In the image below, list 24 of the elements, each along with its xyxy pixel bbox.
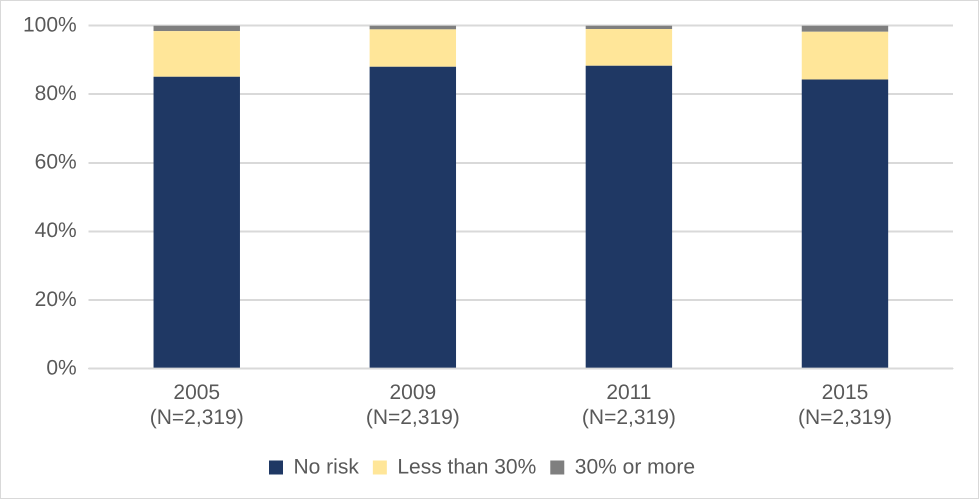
- bar: [586, 66, 672, 368]
- legend-label: No risk: [294, 455, 360, 478]
- y-tick-label: 80%: [34, 82, 77, 105]
- bar: [370, 26, 456, 30]
- bar: [370, 66, 456, 368]
- y-tick-label: 40%: [34, 219, 77, 242]
- bar: [154, 76, 240, 368]
- x-tick-label: 2005 (N=2,319): [150, 380, 244, 430]
- legend-label: 30% or more: [574, 455, 695, 478]
- x-tick-label: 2009 (N=2,319): [366, 380, 460, 430]
- bar: [586, 29, 672, 66]
- y-tick-label: 0%: [46, 356, 77, 380]
- bar: [802, 79, 888, 368]
- legend-label: Less than 30%: [397, 455, 536, 478]
- x-tick-label: 2015 (N=2,319): [798, 380, 892, 430]
- bar: [154, 31, 240, 77]
- bar: [154, 26, 240, 32]
- bar: [802, 32, 888, 80]
- bar: [802, 26, 888, 32]
- bar: [370, 29, 456, 67]
- y-tick-label: 20%: [34, 288, 77, 311]
- y-tick-label: 100%: [22, 13, 77, 36]
- x-tick-label: 2011 (N=2,319): [582, 380, 676, 430]
- y-tick-label: 60%: [34, 150, 77, 174]
